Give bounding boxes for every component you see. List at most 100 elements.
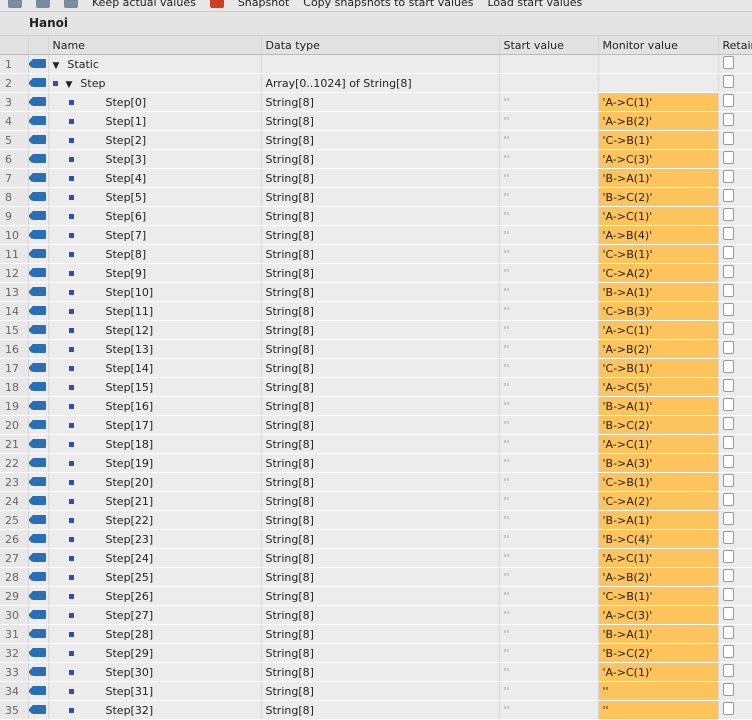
retain-checkbox[interactable] — [722, 379, 734, 392]
table-row[interactable]: 3 Step[0] String[8] '' 'A->C(1)' — [0, 92, 752, 112]
table-row[interactable]: 20 Step[17] String[8] '' 'B->C(2)' — [0, 415, 752, 435]
table-row[interactable]: 25 Step[22] String[8] '' 'B->A(1)' — [0, 510, 752, 530]
element-start-value[interactable]: '' — [499, 529, 599, 549]
table-row[interactable]: 27 Step[24] String[8] '' 'A->C(1)' — [0, 548, 752, 568]
keep-actual-values-button[interactable]: Keep actual values — [92, 0, 196, 9]
table-row[interactable]: 26 Step[23] String[8] '' 'B->C(4)' — [0, 529, 752, 549]
element-start-value[interactable]: '' — [499, 358, 599, 378]
retain-checkbox[interactable] — [722, 512, 734, 525]
table-row[interactable]: 31 Step[28] String[8] '' 'B->A(1)' — [0, 624, 752, 644]
element-start-value[interactable]: '' — [499, 453, 599, 473]
element-start-value[interactable]: '' — [499, 624, 599, 644]
retain-checkbox[interactable] — [722, 132, 734, 145]
element-start-value[interactable]: '' — [499, 491, 599, 511]
element-start-value[interactable]: '' — [499, 415, 599, 435]
retain-checkbox[interactable] — [722, 436, 734, 449]
table-row[interactable]: 13 Step[10] String[8] '' 'B->A(1)' — [0, 282, 752, 302]
element-start-value[interactable]: '' — [499, 586, 599, 606]
load-start-values-button[interactable]: Load start values — [487, 0, 583, 9]
element-start-value[interactable]: '' — [499, 396, 599, 416]
element-start-value[interactable]: '' — [499, 149, 599, 169]
table-row[interactable]: 23 Step[20] String[8] '' 'C->B(1)' — [0, 472, 752, 492]
retain-checkbox[interactable] — [722, 398, 734, 411]
collapse-triangle-icon[interactable]: ▼ — [65, 79, 73, 90]
col-monitor-value[interactable]: Monitor value — [598, 36, 719, 55]
table-row[interactable]: 19 Step[16] String[8] '' 'B->A(1)' — [0, 396, 752, 416]
retain-checkbox[interactable] — [722, 474, 734, 487]
table-row[interactable]: 9 Step[6] String[8] '' 'A->C(1)' — [0, 206, 752, 226]
table-row[interactable]: 22 Step[19] String[8] '' 'B->A(3)' — [0, 453, 752, 473]
element-start-value[interactable]: '' — [499, 700, 599, 720]
table-row[interactable]: 34 Step[31] String[8] '' '' — [0, 681, 752, 701]
element-start-value[interactable]: '' — [499, 187, 599, 207]
element-start-value[interactable]: '' — [499, 472, 599, 492]
retain-checkbox[interactable] — [722, 341, 734, 354]
element-start-value[interactable]: '' — [499, 643, 599, 663]
retain-checkbox[interactable] — [722, 227, 734, 240]
retain-checkbox[interactable] — [722, 683, 734, 696]
table-row[interactable]: 10 Step[7] String[8] '' 'A->B(4)' — [0, 225, 752, 245]
toolbar-icon[interactable] — [8, 0, 22, 8]
retain-checkbox[interactable] — [722, 189, 734, 202]
col-datatype[interactable]: Data type — [261, 36, 500, 55]
table-row-static[interactable]: 1 ▼ Static — [0, 54, 752, 74]
element-start-value[interactable]: '' — [499, 263, 599, 283]
retain-checkbox[interactable] — [722, 645, 734, 658]
table-row[interactable]: 30 Step[27] String[8] '' 'A->C(3)' — [0, 605, 752, 625]
table-row[interactable]: 33 Step[30] String[8] '' 'A->C(1)' — [0, 662, 752, 682]
table-row-step[interactable]: 2 ▼ Step Array[0..1024] of String[8] — [0, 73, 752, 93]
table-row[interactable]: 7 Step[4] String[8] '' 'B->A(1)' — [0, 168, 752, 188]
element-start-value[interactable]: '' — [499, 605, 599, 625]
element-start-value[interactable]: '' — [499, 434, 599, 454]
retain-checkbox[interactable] — [722, 284, 734, 297]
element-start-value[interactable]: '' — [499, 320, 599, 340]
element-start-value[interactable]: '' — [499, 301, 599, 321]
table-row[interactable]: 4 Step[1] String[8] '' 'A->B(2)' — [0, 111, 752, 131]
retain-checkbox[interactable] — [722, 550, 734, 563]
retain-checkbox[interactable] — [722, 265, 734, 278]
table-row[interactable]: 6 Step[3] String[8] '' 'A->C(3)' — [0, 149, 752, 169]
element-start-value[interactable]: '' — [499, 206, 599, 226]
element-start-value[interactable]: '' — [499, 681, 599, 701]
table-row[interactable]: 21 Step[18] String[8] '' 'A->C(1)' — [0, 434, 752, 454]
retain-checkbox[interactable] — [722, 455, 734, 468]
retain-checkbox[interactable] — [722, 664, 734, 677]
retain-checkbox[interactable] — [722, 75, 734, 88]
table-row[interactable]: 16 Step[13] String[8] '' 'A->B(2)' — [0, 339, 752, 359]
element-start-value[interactable]: '' — [499, 92, 599, 112]
toolbar-icon[interactable] — [36, 0, 50, 8]
retain-checkbox[interactable] — [722, 151, 734, 164]
retain-checkbox[interactable] — [722, 417, 734, 430]
element-start-value[interactable]: '' — [499, 168, 599, 188]
retain-checkbox[interactable] — [722, 208, 734, 221]
table-row[interactable]: 24 Step[21] String[8] '' 'C->A(2)' — [0, 491, 752, 511]
table-row[interactable]: 5 Step[2] String[8] '' 'C->B(1)' — [0, 130, 752, 150]
table-row[interactable]: 8 Step[5] String[8] '' 'B->C(2)' — [0, 187, 752, 207]
copy-snapshots-button[interactable]: Copy snapshots to start values — [303, 0, 474, 9]
retain-checkbox[interactable] — [722, 94, 734, 107]
retain-checkbox[interactable] — [722, 588, 734, 601]
retain-checkbox[interactable] — [722, 493, 734, 506]
retain-checkbox[interactable] — [722, 360, 734, 373]
element-start-value[interactable]: '' — [499, 567, 599, 587]
element-start-value[interactable]: '' — [499, 377, 599, 397]
table-row[interactable]: 11 Step[8] String[8] '' 'C->B(1)' — [0, 244, 752, 264]
retain-checkbox[interactable] — [722, 702, 734, 715]
element-start-value[interactable]: '' — [499, 130, 599, 150]
table-row[interactable]: 14 Step[11] String[8] '' 'C->B(3)' — [0, 301, 752, 321]
element-start-value[interactable]: '' — [499, 282, 599, 302]
collapse-triangle-icon[interactable]: ▼ — [52, 60, 60, 71]
table-row[interactable]: 18 Step[15] String[8] '' 'A->C(5)' — [0, 377, 752, 397]
retain-checkbox[interactable] — [722, 531, 734, 544]
col-retain[interactable]: Retain — [718, 36, 752, 55]
element-start-value[interactable]: '' — [499, 510, 599, 530]
element-start-value[interactable]: '' — [499, 548, 599, 568]
element-start-value[interactable]: '' — [499, 339, 599, 359]
toolbar-icon[interactable] — [64, 0, 78, 8]
retain-checkbox[interactable] — [722, 626, 734, 639]
retain-checkbox[interactable] — [722, 113, 734, 126]
retain-checkbox[interactable] — [722, 303, 734, 316]
retain-checkbox[interactable] — [722, 56, 734, 69]
element-start-value[interactable]: '' — [499, 662, 599, 682]
col-name[interactable]: Name — [48, 36, 262, 55]
